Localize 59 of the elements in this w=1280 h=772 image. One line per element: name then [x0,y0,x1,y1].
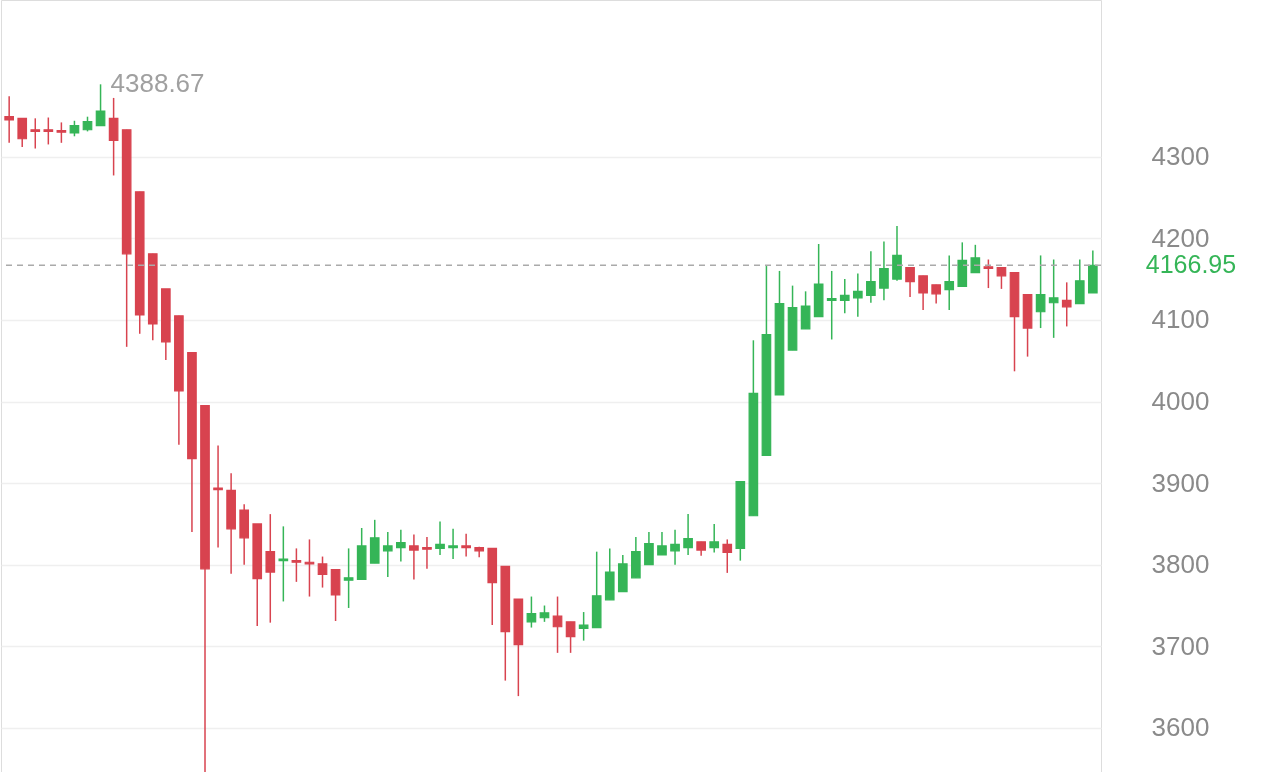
candlestick [852,272,863,318]
candlestick [839,278,850,315]
candlestick [918,275,928,311]
candlestick [996,266,1007,290]
candlestick [435,520,445,556]
candlestick [526,595,537,629]
candlestick [4,95,14,144]
y-tick-label: 3900 [1151,467,1210,498]
candlestick [905,266,915,298]
candlestick [213,444,223,549]
candlestick [1061,281,1072,328]
candlestick [683,513,693,556]
candlestick [931,284,942,305]
candlestick [108,97,119,177]
candlestick [396,528,406,563]
candlestick [17,117,28,148]
candlestick [565,621,576,654]
candlestick [409,533,419,581]
candlestick [552,595,563,654]
candlestick [382,531,393,578]
candlestick [578,611,589,642]
candlestick [461,532,471,558]
candlestick [826,270,837,341]
candlestick [265,513,276,624]
y-tick-label: 3700 [1151,630,1210,661]
candlestick [722,538,733,574]
y-tick-label: 3800 [1151,549,1210,580]
candlestick [892,225,902,282]
candlestick [291,547,302,583]
candlestick [30,117,41,150]
candlestick [422,536,432,570]
candlestick [95,83,106,127]
candlestick [317,555,328,589]
candlestick [670,528,680,566]
candlestick [1048,258,1059,339]
candlestick [343,547,354,609]
candlestick [879,240,889,302]
candlestick [43,116,54,146]
candlestick [304,538,315,598]
candlestick [970,244,981,274]
candlestick [657,531,667,556]
ref-line-label: 4166.95 [1145,250,1237,279]
y-tick-label: 3600 [1151,712,1210,743]
candlestick [944,254,955,311]
candlestick [983,258,994,289]
y-tick-label: 4300 [1151,141,1210,172]
candlestick [278,525,289,603]
candlestick [709,523,720,554]
candlestick [866,250,876,304]
candlestick [1035,254,1046,329]
y-tick-label: 4000 [1151,386,1210,417]
y-tick-label: 4200 [1151,222,1210,253]
candlestick [800,290,811,330]
annotation: 4388.67 [110,68,205,99]
candlestick [1074,258,1085,305]
candlestick [448,528,458,560]
candlestick [56,121,67,144]
y-tick-label: 4100 [1151,304,1210,335]
candlestick [644,531,654,566]
